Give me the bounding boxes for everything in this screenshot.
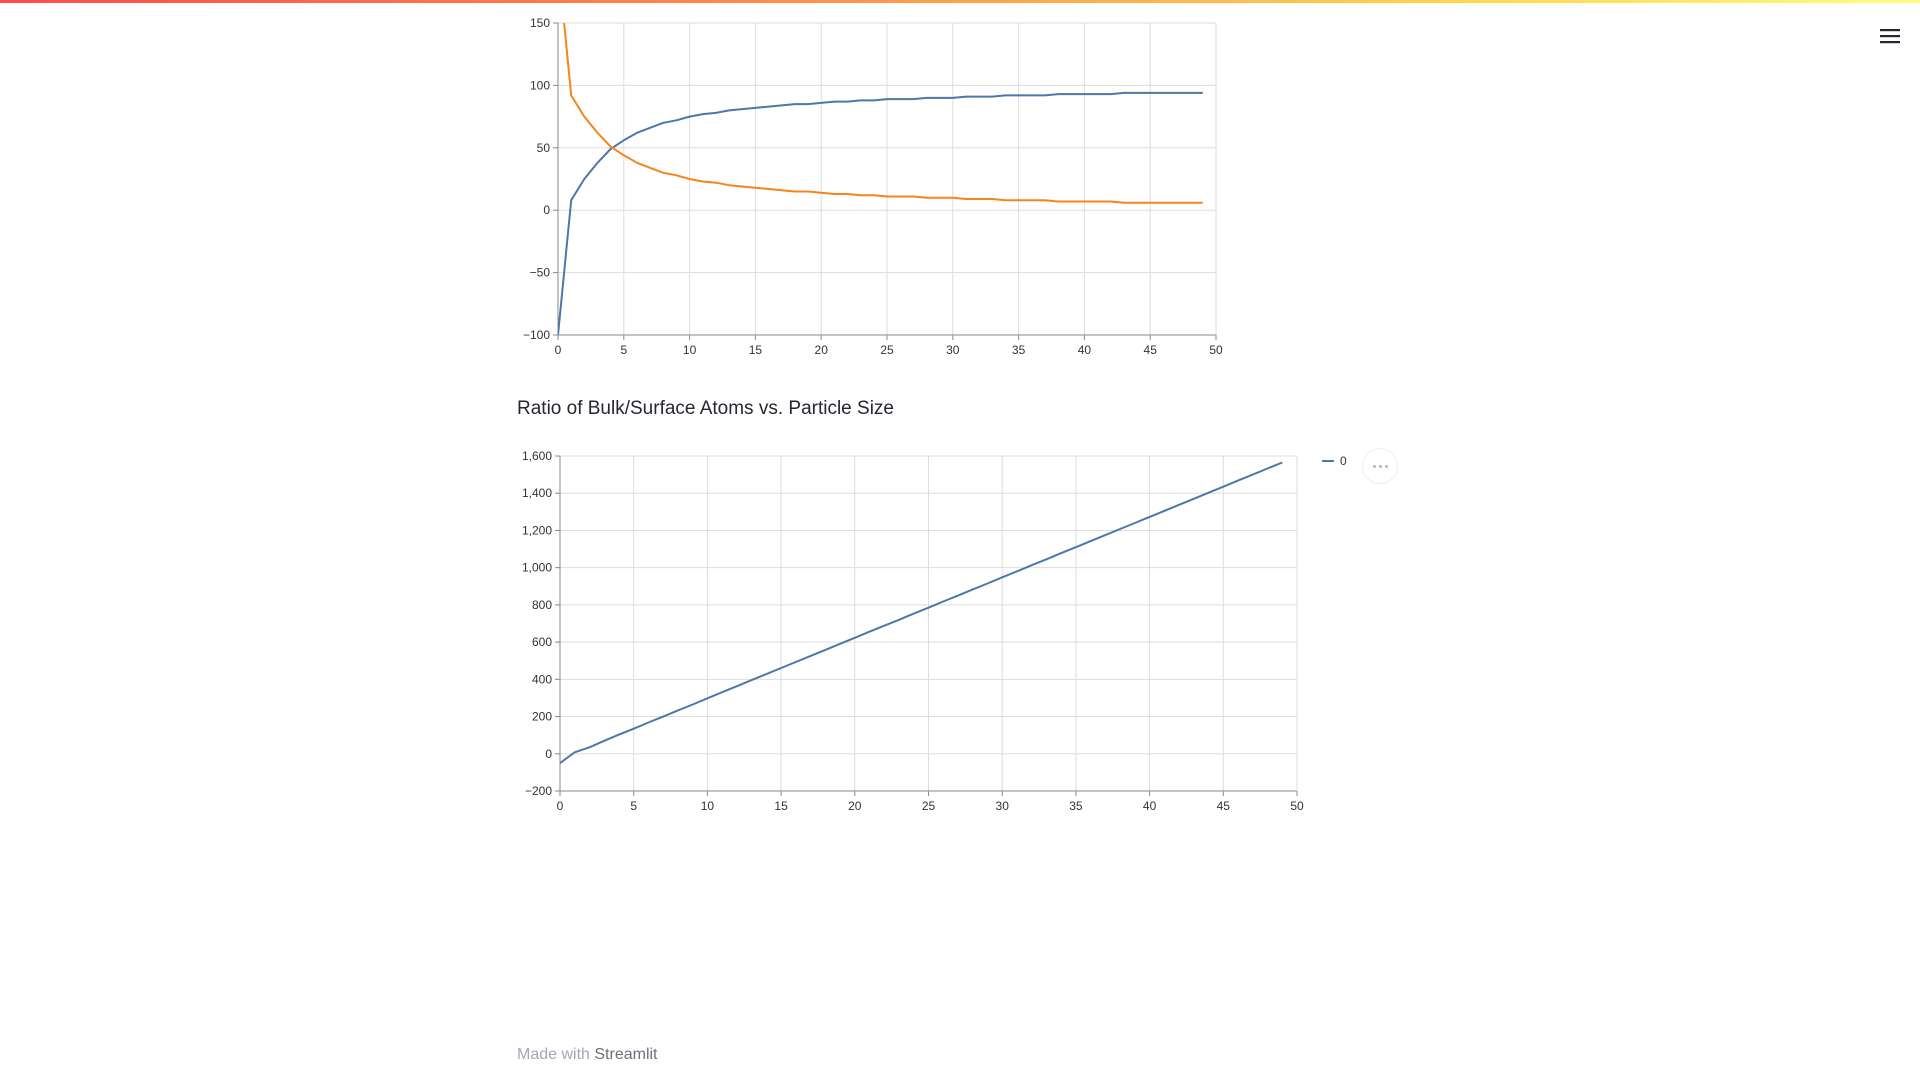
more-options-icon-dot [1378, 464, 1382, 468]
chart-2-y-tick-label: 1,400 [522, 486, 552, 500]
chart-1-y-tick-label: −50 [530, 266, 551, 280]
chart-2-y-tick-label: 600 [532, 635, 552, 649]
chart-1-y-tick-label: 150 [530, 16, 550, 30]
chart-1-x-tick-label: 15 [749, 343, 763, 357]
chart-2-x-tick-label: 45 [1217, 799, 1231, 813]
chart-1-x-tick-label: 50 [1209, 343, 1223, 357]
legend-swatch [1322, 460, 1334, 462]
chart-2-title: Ratio of Bulk/Surface Atoms vs. Particle… [517, 398, 894, 419]
chart-2-x-tick-label: 0 [557, 799, 564, 813]
chart-1-x-tick-label: 45 [1144, 343, 1158, 357]
chart-2-x-tick-label: 5 [630, 799, 637, 813]
main-menu-button[interactable] [1872, 18, 1908, 54]
chart-2-x-tick-label: 20 [848, 799, 862, 813]
chart-2-x-tick-label: 40 [1143, 799, 1157, 813]
chart-1-x-tick-label: 30 [946, 343, 960, 357]
chart-1-x-tick-label: 10 [683, 343, 697, 357]
chart-2-x-tick-label: 25 [922, 799, 936, 813]
chart-2-series-line-0 [560, 461, 1283, 764]
footer-prefix: Made with [517, 1046, 590, 1063]
chart-1-y-tick-label: 100 [530, 78, 550, 92]
chart-2-y-tick-label: 0 [545, 747, 552, 761]
chart-1-series-line-0 [558, 91, 1203, 335]
chart-2-y-tick-label: 1,200 [522, 523, 552, 537]
more-options-icon-dot [1384, 464, 1388, 468]
chart-2-x-tick-label: 35 [1069, 799, 1083, 813]
chart-1-x-tick-label: 40 [1078, 343, 1092, 357]
chart-2-y-tick-label: −200 [525, 784, 552, 798]
chart-1-y-tick-label: −100 [523, 328, 550, 342]
chart-1-x-tick-label: 35 [1012, 343, 1026, 357]
legend-label: 0 [1340, 454, 1347, 468]
chart-2-y-tick-label: 1,000 [522, 561, 552, 575]
chart-actions-button[interactable] [1362, 448, 1398, 484]
chart-1-series-line-1 [563, 23, 1203, 204]
chart-2-x-tick-label: 15 [774, 799, 788, 813]
streamlit-link[interactable]: Streamlit [594, 1046, 658, 1063]
chart-2-legend: 0 [1322, 454, 1347, 468]
chart-1-plot: 0 5 10 15 20 25 30 35 40 45 50 −100 −50 0 50 100 150 [523, 16, 1223, 357]
chart-1-y-tick-label: 0 [543, 203, 550, 217]
chart-2-y-tick-label: 400 [532, 672, 552, 686]
chart-2-x-tick-label: 10 [701, 799, 715, 813]
footer: Made with Streamlit [517, 1046, 658, 1064]
more-options-icon [1372, 464, 1376, 468]
chart-2-y-tick-label: 1,600 [522, 449, 552, 463]
chart-1-x-tick-label: 0 [555, 343, 562, 357]
chart-2-y-tick-label: 200 [532, 710, 552, 724]
chart-1-y-tick-label: 50 [537, 141, 551, 155]
chart-2-plot: 0 5 10 15 20 25 30 35 40 45 50 −200 0 200 400 600 800 1,0… [522, 449, 1304, 813]
chart-1-x-tick-label: 25 [880, 343, 894, 357]
chart-2-y-tick-label: 800 [532, 598, 552, 612]
chart-1-x-tick-label: 5 [620, 343, 627, 357]
chart-2-x-tick-label: 30 [996, 799, 1010, 813]
top-decoration-bar [0, 0, 1920, 3]
chart-1-x-tick-label: 20 [815, 343, 829, 357]
hamburger-menu-icon [1880, 29, 1900, 44]
chart-2-x-tick-label: 50 [1290, 799, 1304, 813]
